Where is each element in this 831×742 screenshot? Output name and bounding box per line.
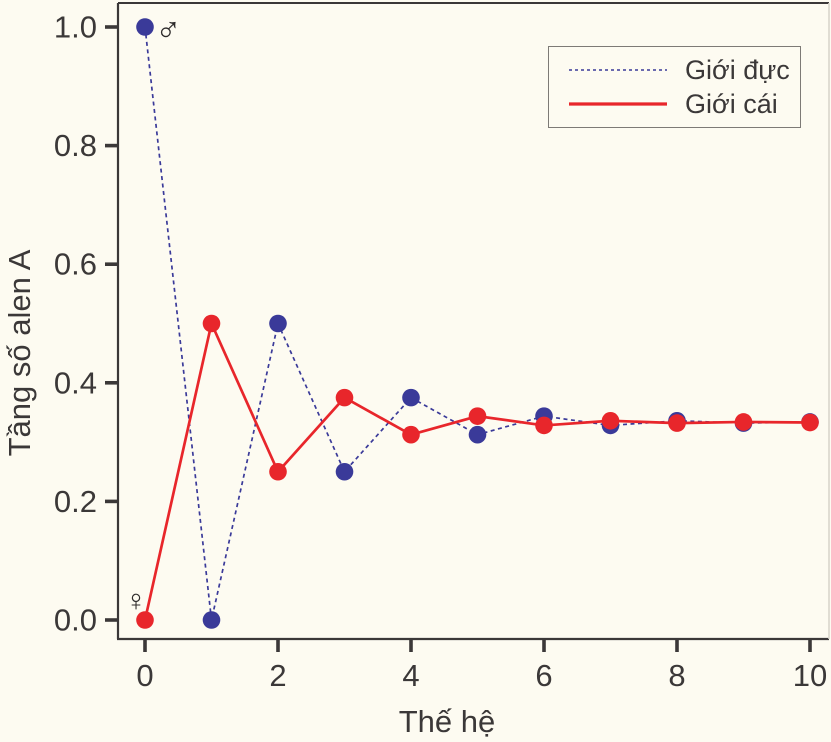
legend-item-female: Giới cái <box>565 88 800 119</box>
y-tick-label: 0.4 <box>54 365 97 400</box>
y-tick-label: 0.6 <box>54 247 97 282</box>
data-point-female-gen6 <box>535 416 553 435</box>
data-point-male-gen4 <box>402 388 420 407</box>
y-tick-label: 1.0 <box>54 10 97 45</box>
series-line-female <box>143 319 811 621</box>
y-tick-label: 0.8 <box>54 128 97 163</box>
data-point-male-gen5 <box>468 425 487 444</box>
data-point-female-gen8 <box>668 414 686 432</box>
data-point-male-gen3 <box>335 462 354 481</box>
data-point-male-gen0 <box>136 18 154 36</box>
data-point-female-gen3 <box>335 388 354 407</box>
x-tick-label: 4 <box>402 658 419 693</box>
data-point-female-gen4 <box>402 425 420 444</box>
data-point-male-gen1 <box>202 611 221 629</box>
legend-item-male: Giới đực <box>565 54 800 85</box>
data-point-female-gen7 <box>601 411 620 430</box>
data-point-female-gen0 <box>136 611 154 629</box>
legend-label-female: Giới cái <box>685 88 778 119</box>
x-tick-label: 6 <box>535 658 552 693</box>
data-point-female-gen1 <box>202 314 221 333</box>
x-tick-label: 0 <box>136 658 153 693</box>
legend: Giới đực Giới cái <box>548 46 801 128</box>
y-axis-title: Tầng số alen A <box>2 249 37 456</box>
female-solid-line-swatch <box>569 102 667 106</box>
male-symbol: ♂ <box>155 10 181 49</box>
x-tick-label: 8 <box>668 658 685 693</box>
male-dashed-line-swatch <box>569 69 667 71</box>
x-tick-label: 10 <box>793 658 827 693</box>
x-tick-label: 2 <box>269 658 286 693</box>
data-point-male-gen2 <box>269 314 287 333</box>
data-point-female-gen2 <box>269 462 287 481</box>
y-tick-label: 0.0 <box>54 603 97 638</box>
y-tick-label: 0.2 <box>54 484 97 519</box>
female-symbol: ♀ <box>125 585 148 618</box>
data-point-female-gen9 <box>734 413 753 431</box>
data-point-female-gen5 <box>468 407 487 425</box>
x-axis-title: Thế hệ <box>399 704 496 739</box>
legend-label-male: Giới đực <box>685 54 790 85</box>
data-point-female-gen10 <box>801 413 819 432</box>
